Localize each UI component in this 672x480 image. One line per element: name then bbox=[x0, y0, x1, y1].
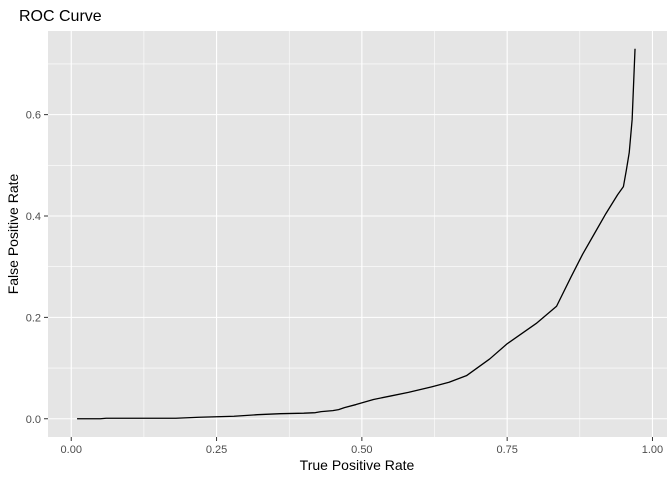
y-axis-title: False Positive Rate bbox=[5, 173, 21, 294]
x-axis-title: True Positive Rate bbox=[300, 457, 415, 473]
y-axis-ticks: 0.0 0.2 0.4 0.6 bbox=[26, 110, 48, 426]
chart-title: ROC Curve bbox=[19, 8, 102, 25]
x-axis-ticks: 0.00 0.25 0.50 0.75 1.00 bbox=[61, 437, 663, 456]
x-tick-label: 0.25 bbox=[206, 444, 227, 456]
x-tick-label: 0.00 bbox=[61, 444, 82, 456]
y-tick-label: 0.0 bbox=[26, 414, 41, 426]
x-tick-label: 1.00 bbox=[642, 444, 663, 456]
x-tick-label: 0.50 bbox=[351, 444, 372, 456]
x-tick-label: 0.75 bbox=[496, 444, 517, 456]
y-tick-label: 0.4 bbox=[26, 211, 41, 223]
plot-panel bbox=[48, 31, 667, 437]
series-layer bbox=[77, 48, 636, 420]
roc-curve-line bbox=[77, 48, 636, 420]
y-tick-label: 0.2 bbox=[26, 312, 41, 324]
y-tick-label: 0.6 bbox=[26, 110, 41, 122]
minor-gridlines bbox=[48, 31, 667, 437]
